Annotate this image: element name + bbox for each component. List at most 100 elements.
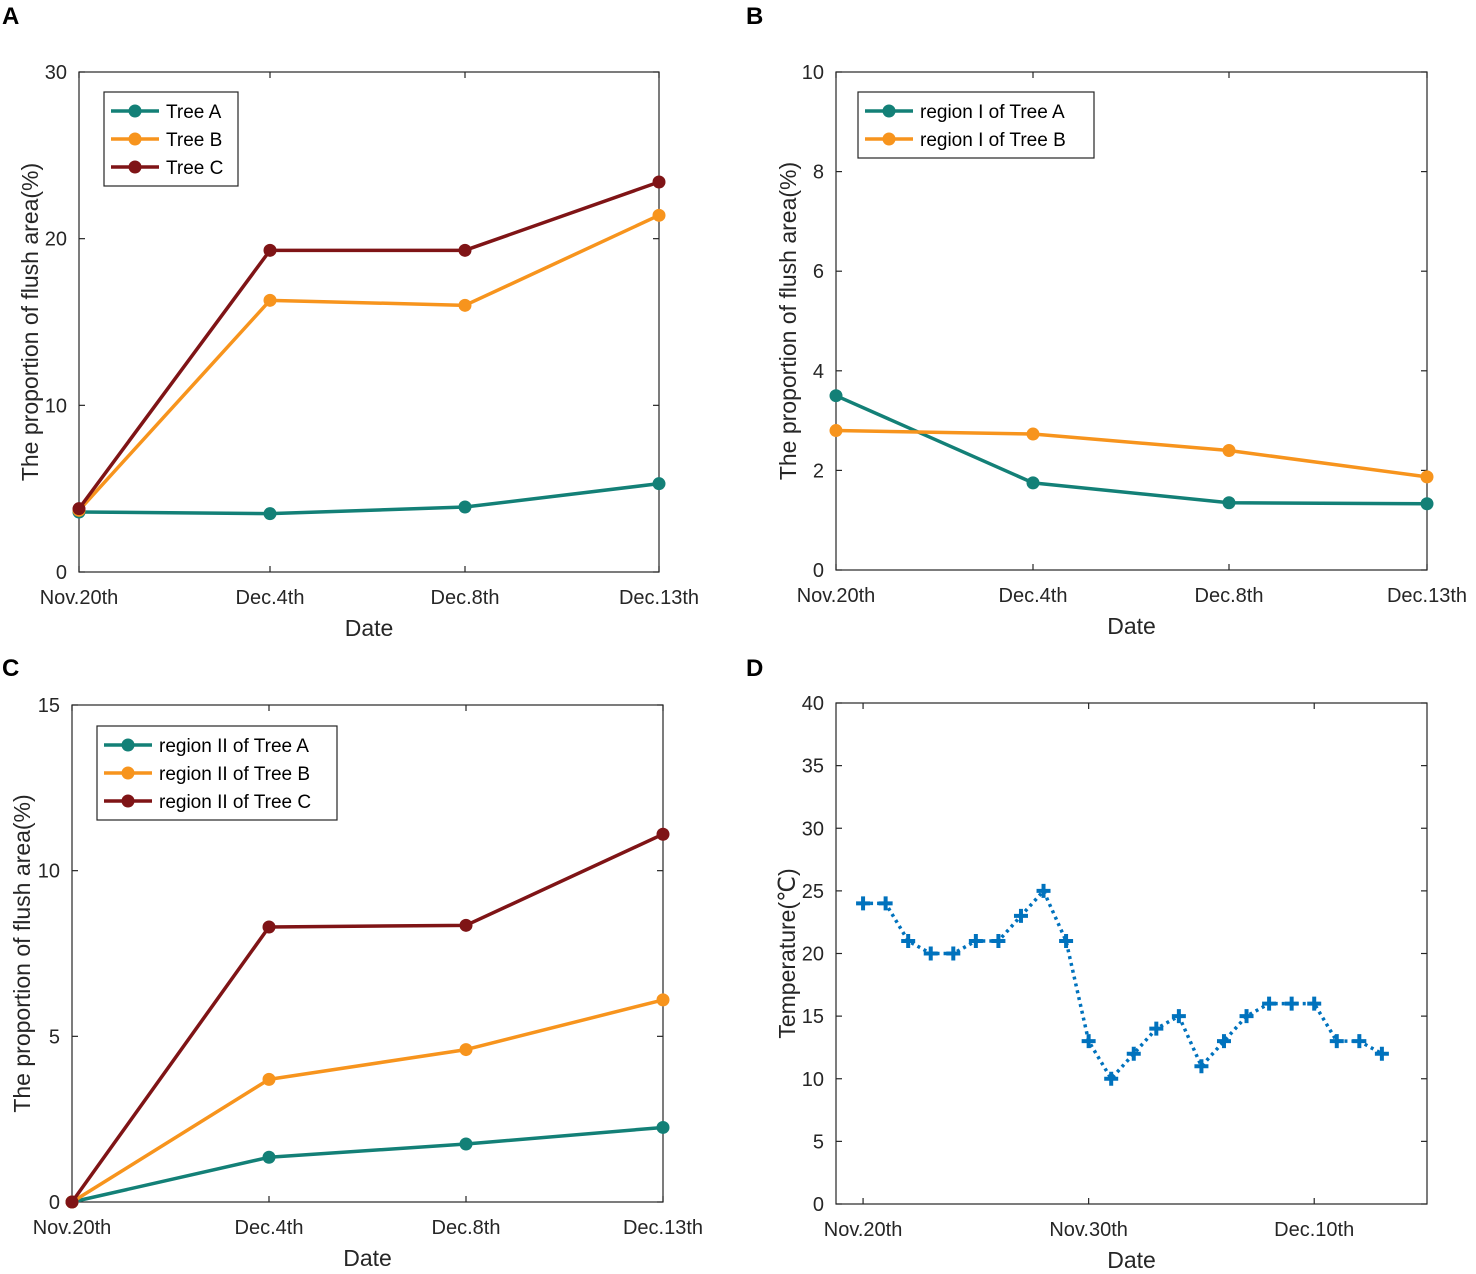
p1-data-point — [829, 424, 843, 438]
p2-xtick-label: Dec.13th — [623, 1217, 703, 1239]
p3-xlabel: Date — [1107, 1247, 1156, 1273]
p2-xlabel: Date — [343, 1245, 392, 1271]
p3-ytick-label: 0 — [813, 1194, 824, 1216]
p3-data-point — [1307, 996, 1322, 1011]
p2-legend-marker — [121, 738, 135, 752]
p0-legend-label: Tree B — [166, 130, 222, 151]
p0-legend-label: Tree A — [166, 102, 222, 123]
p2-legend-marker — [121, 766, 135, 780]
p1-xlabel: Date — [1107, 613, 1156, 639]
p3-data-point — [1194, 1059, 1209, 1074]
p3-data-point — [923, 946, 938, 961]
p0-ytick-label: 30 — [45, 62, 67, 84]
p1-ytick-label: 10 — [802, 62, 824, 84]
p2-legend-label: region II of Tree C — [159, 792, 311, 813]
p0-data-point — [652, 208, 666, 222]
panel-d-letter: D — [746, 655, 763, 682]
p1-ytick-label: 8 — [813, 162, 824, 184]
p1-legend-label: region I of Tree B — [920, 130, 1066, 151]
p1-legend-marker — [882, 104, 896, 118]
p2-data-point — [459, 1137, 473, 1151]
p0-data-point — [652, 477, 666, 491]
p1-xtick-label: Dec.4th — [999, 585, 1068, 607]
p2-legend-label: region II of Tree A — [159, 736, 309, 757]
p0-ytick-label: 20 — [45, 229, 67, 251]
p3-data-point — [946, 946, 961, 961]
p3-data-point — [991, 933, 1006, 948]
p2-ytick-label: 15 — [38, 695, 60, 717]
p0-data-point — [263, 293, 277, 307]
p1-data-point — [1222, 443, 1236, 457]
p1-ytick-label: 4 — [813, 361, 824, 383]
p3-data-point — [1059, 933, 1074, 948]
p3-xtick-label: Dec.10th — [1274, 1219, 1354, 1241]
p3-ytick-label: 10 — [802, 1069, 824, 1091]
p3-data-point — [1081, 1034, 1096, 1049]
p2-data-point — [459, 1043, 473, 1057]
p3-ytick-label: 35 — [802, 756, 824, 778]
p2-data-point — [65, 1195, 79, 1209]
p3-ytick-label: 5 — [813, 1131, 824, 1153]
p3-data-point — [1013, 908, 1028, 923]
p0-legend-marker — [128, 104, 142, 118]
p1-series-line — [835, 428, 1428, 479]
p1-data-point — [829, 389, 843, 403]
panel-a-letter: A — [2, 3, 19, 30]
p0-xtick-label: Nov.20th — [40, 587, 119, 609]
p1-ytick-label: 0 — [813, 560, 824, 582]
panel-c-letter: C — [2, 655, 19, 682]
p3-data-point — [901, 933, 916, 948]
p2-series-line — [70, 832, 664, 1204]
p1-xtick-label: Dec.8th — [1195, 585, 1264, 607]
p1-legend-marker — [882, 132, 896, 146]
p2-xtick-label: Nov.20th — [33, 1217, 112, 1239]
p2-data-point — [262, 1150, 276, 1164]
p1-legend-box — [857, 91, 1095, 159]
p0-data-point — [263, 243, 277, 257]
p2-data-point — [656, 827, 670, 841]
p1-ylabel: The proportion of flush area(%) — [775, 162, 801, 480]
p2-data-point — [262, 1072, 276, 1086]
p3-data-point — [878, 896, 893, 911]
p0-data-point — [263, 507, 277, 521]
p0-legend-marker — [128, 160, 142, 174]
p3-data-point — [968, 933, 983, 948]
p3-ytick-label: 25 — [802, 881, 824, 903]
p0-xtick-label: Dec.13th — [619, 587, 699, 609]
p1-data-point — [1420, 497, 1434, 511]
p2-ylabel: The proportion of flush area(%) — [9, 794, 35, 1112]
p3-xtick-label: Nov.30th — [1049, 1219, 1128, 1241]
p0-ytick-label: 0 — [56, 562, 67, 584]
p2-xtick-label: Dec.4th — [235, 1217, 304, 1239]
p0-xtick-label: Dec.8th — [431, 587, 500, 609]
p3-ylabel: Temperature(℃) — [774, 868, 800, 1038]
p2-series-line — [71, 1125, 664, 1204]
p1-xtick-label: Nov.20th — [797, 585, 876, 607]
p1-series-line — [835, 394, 1428, 506]
p1-data-point — [1420, 470, 1434, 484]
p3-ytick-label: 20 — [802, 944, 824, 966]
p1-xtick-label: Dec.13th — [1387, 585, 1467, 607]
p3-ytick-label: 30 — [802, 818, 824, 840]
p3-data-point — [1284, 996, 1299, 1011]
p1-ytick-label: 2 — [813, 460, 824, 482]
p0-data-point — [458, 500, 472, 514]
p3-xtick-label: Nov.20th — [824, 1219, 903, 1241]
p3-ytick-label: 40 — [802, 693, 824, 715]
p0-legend-label: Tree C — [166, 158, 223, 179]
p2-ytick-label: 10 — [38, 861, 60, 883]
p0-data-point — [458, 298, 472, 312]
p3-data-point — [1036, 883, 1051, 898]
p1-data-point — [1026, 476, 1040, 490]
p0-series-line — [77, 180, 660, 510]
p2-legend-label: region II of Tree B — [159, 764, 310, 785]
p2-data-point — [656, 993, 670, 1007]
p0-legend-marker — [128, 132, 142, 146]
panel-b-letter: B — [746, 3, 763, 30]
p3-data-point — [856, 896, 871, 911]
p3-data-point — [1216, 1034, 1231, 1049]
p2-xtick-label: Dec.8th — [432, 1217, 501, 1239]
p2-data-point — [459, 918, 473, 932]
p0-data-point — [458, 243, 472, 257]
